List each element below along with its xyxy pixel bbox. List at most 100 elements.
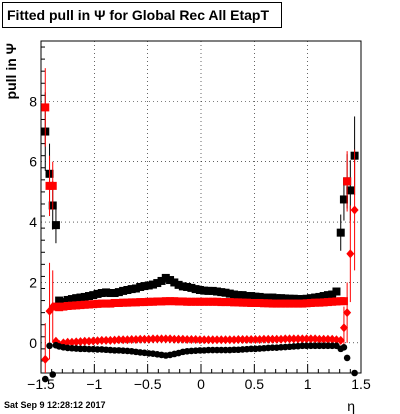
data-point-square xyxy=(89,291,98,300)
plot-frame xyxy=(40,40,362,374)
data-point-square xyxy=(140,282,149,291)
data-point-diamond xyxy=(336,335,345,345)
data-point-diamond xyxy=(346,249,355,259)
data-point-square xyxy=(127,298,136,307)
data-point-square xyxy=(93,289,102,298)
data-point-square xyxy=(136,282,145,291)
data-point-square xyxy=(157,276,166,285)
data-point-square xyxy=(230,298,239,307)
data-point-square xyxy=(298,295,307,304)
data-point-square xyxy=(346,186,355,195)
data-point-square xyxy=(285,294,294,303)
data-point-square xyxy=(221,298,230,307)
data-point-square xyxy=(131,284,140,293)
data-point-diamond xyxy=(221,335,230,345)
data-point-square xyxy=(161,273,170,282)
data-point-square xyxy=(319,292,328,301)
data-point-diamond xyxy=(238,334,247,344)
data-point-diamond xyxy=(161,334,170,344)
data-point-square xyxy=(97,299,106,308)
data-point-square xyxy=(234,291,243,300)
data-point-square xyxy=(343,177,352,186)
data-point-diamond xyxy=(183,334,192,344)
x-tick-label: 1.5 xyxy=(351,376,371,392)
data-point-square xyxy=(102,299,111,308)
data-point-square xyxy=(63,301,72,310)
data-point-square xyxy=(123,298,132,307)
data-point-diamond xyxy=(264,334,273,344)
data-point-diamond xyxy=(136,334,145,344)
data-point-square xyxy=(89,300,98,309)
data-point-square xyxy=(72,294,81,303)
data-point-square xyxy=(102,288,111,297)
data-point-square xyxy=(281,299,290,308)
data-point-square xyxy=(149,280,157,289)
data-point-diamond xyxy=(174,334,183,344)
data-point-diamond xyxy=(302,334,311,344)
data-point-square xyxy=(80,292,89,301)
data-point-square xyxy=(289,294,298,303)
data-point-square xyxy=(144,281,153,290)
data-point-square xyxy=(311,298,320,307)
data-point-square xyxy=(251,292,260,301)
data-point-square xyxy=(328,297,337,306)
data-point-diamond xyxy=(285,334,294,344)
data-point-square xyxy=(242,292,251,301)
data-point-square xyxy=(195,286,204,294)
data-point-square xyxy=(302,299,311,308)
data-point-square xyxy=(97,289,106,298)
data-point-square xyxy=(183,282,192,291)
data-point-circle xyxy=(340,344,348,351)
data-point-diamond xyxy=(272,334,281,344)
data-point-diamond xyxy=(350,205,359,215)
data-point-square xyxy=(298,299,307,308)
data-point-diamond xyxy=(268,334,277,344)
data-point-square xyxy=(294,299,303,308)
chart-title: Fitted pull in Ψ for Global Rec All Etap… xyxy=(2,2,282,28)
data-point-square xyxy=(323,291,332,300)
data-point-square xyxy=(131,298,140,307)
data-point-square xyxy=(140,298,149,307)
data-point-square xyxy=(277,294,285,303)
data-point-diamond xyxy=(251,334,260,344)
data-point-square xyxy=(110,298,119,307)
data-point-square xyxy=(166,297,175,306)
data-point-diamond xyxy=(80,336,89,346)
data-point-square xyxy=(204,286,213,295)
data-point-square xyxy=(204,297,213,306)
data-point-square xyxy=(268,293,277,302)
x-tick-label: −1.5 xyxy=(27,376,55,392)
data-point-square xyxy=(67,295,76,304)
data-point-diamond xyxy=(213,335,221,345)
data-point-diamond xyxy=(127,334,136,344)
data-point-diamond xyxy=(217,335,226,345)
data-point-square xyxy=(178,282,187,291)
data-point-square xyxy=(114,288,123,297)
data-point-square xyxy=(48,181,57,190)
data-point-square xyxy=(242,298,251,307)
data-point-square xyxy=(225,289,234,298)
data-point-square xyxy=(234,298,243,307)
data-point-square xyxy=(289,299,298,308)
data-point-square xyxy=(208,286,217,295)
data-point-square xyxy=(213,287,221,296)
data-point-square xyxy=(255,292,264,301)
data-point-square xyxy=(306,294,315,303)
data-point-square xyxy=(272,299,281,308)
data-point-circle xyxy=(343,354,351,362)
data-point-diamond xyxy=(242,334,251,344)
data-point-square xyxy=(110,289,119,298)
data-point-square xyxy=(55,296,64,305)
x-tick-label: −1 xyxy=(86,376,102,392)
data-point-circle xyxy=(351,369,358,377)
data-point-diamond xyxy=(187,334,196,344)
data-point-square xyxy=(264,293,273,302)
data-point-square xyxy=(127,285,136,294)
data-point-circle xyxy=(41,375,49,383)
data-point-diamond xyxy=(298,334,307,344)
data-point-diamond xyxy=(153,334,162,344)
data-point-square xyxy=(230,290,239,299)
data-point-square xyxy=(85,292,93,301)
data-point-diamond xyxy=(102,335,111,345)
x-tick-label: 0.5 xyxy=(245,376,265,392)
